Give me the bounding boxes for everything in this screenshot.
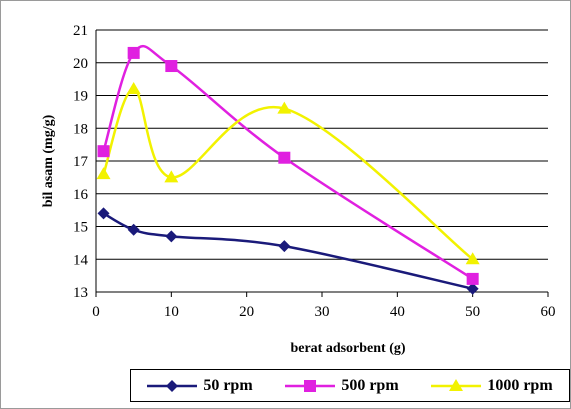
y-tick-label: 17 [73,154,89,170]
data-point-series-3 [465,252,480,265]
legend-label: 50 rpm [203,376,253,394]
data-point-series-2 [278,151,291,164]
legend-marker [166,379,179,392]
data-point-series-1 [466,282,479,295]
y-tick-label: 18 [73,121,88,137]
data-point-series-3 [164,170,179,183]
x-tick-label: 0 [92,304,100,320]
y-axis-title: bil asam (mg/g) [41,114,56,207]
y-tick-label: 21 [73,23,88,39]
legend-item-2: 500 rpm [285,376,399,395]
y-tick-label: 14 [73,252,89,268]
data-point-series-2 [165,60,178,73]
legend-marker [449,378,464,391]
data-point-series-3 [277,101,292,114]
series-markers [96,46,480,295]
y-tick-label: 15 [73,220,88,236]
legend-swatch-3 [431,378,482,391]
series-line-2 [102,44,474,280]
x-tick-label: 10 [164,304,179,320]
legend: 50 rpm 500 rpm 1000 rpm [130,369,570,402]
x-tick-label: 20 [239,304,254,320]
data-point-series-1 [127,223,140,236]
legend-marker [304,379,317,392]
legend-swatch-2 [285,379,336,392]
x-tick-label: 30 [315,304,330,320]
legend-label: 500 rpm [341,376,399,394]
y-tick-label: 16 [73,187,89,203]
legend-item-1: 50 rpm [147,376,253,395]
y-tick-label: 20 [73,56,88,72]
y-tick-label: 13 [73,285,88,301]
data-point-series-2 [466,272,479,285]
data-point-series-3 [126,81,141,94]
x-tick-label: 60 [541,304,556,320]
legend-item-3: 1000 rpm [431,376,553,395]
data-point-series-1 [97,207,110,220]
legend-swatch-1 [147,379,198,392]
data-point-series-2 [127,46,140,59]
y-tick-label: 19 [73,89,88,105]
x-tick-label: 40 [390,304,405,320]
data-point-series-3 [96,167,111,180]
x-axis-title: berat adsorbent (g) [290,341,405,356]
data-point-series-1 [278,240,291,253]
tick-labels: 13 14 15 16 17 18 19 20 21 0 10 20 30 40 50 60 [73,23,556,320]
legend-label: 1000 rpm [487,376,553,394]
data-point-series-2 [97,145,110,158]
x-tick-label: 50 [465,304,480,320]
data-point-series-1 [165,230,178,243]
